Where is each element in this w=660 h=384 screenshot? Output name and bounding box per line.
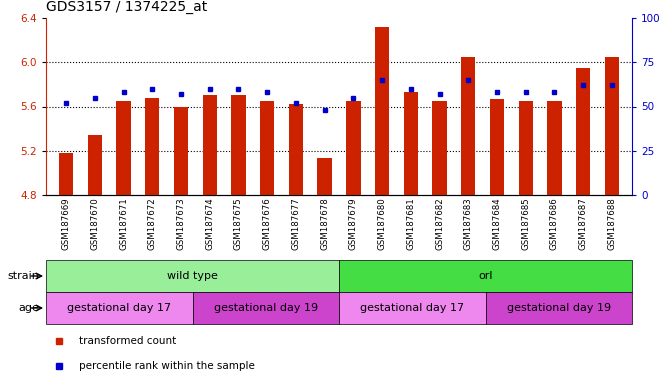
Text: GSM187672: GSM187672 (148, 197, 157, 250)
Bar (404, 92, 418, 195)
Bar (116, 101, 131, 195)
Text: transformed count: transformed count (79, 336, 176, 346)
Text: GSM187682: GSM187682 (435, 197, 444, 250)
Bar (519, 101, 533, 195)
Bar (59, 153, 73, 195)
Bar (174, 106, 188, 195)
Bar (346, 101, 360, 195)
Bar (231, 96, 246, 195)
Bar (317, 159, 332, 195)
Bar (605, 57, 619, 195)
Text: GSM187669: GSM187669 (61, 197, 71, 250)
Text: GSM187670: GSM187670 (90, 197, 100, 250)
Bar (547, 101, 562, 195)
Bar (46, 292, 193, 324)
Text: gestational day 17: gestational day 17 (67, 303, 172, 313)
Text: GSM187674: GSM187674 (205, 197, 214, 250)
Text: age: age (18, 303, 40, 313)
Text: GSM187678: GSM187678 (320, 197, 329, 250)
Bar (576, 68, 590, 195)
Bar (193, 292, 339, 324)
Bar (203, 96, 217, 195)
Text: percentile rank within the sample: percentile rank within the sample (79, 361, 255, 371)
Text: gestational day 19: gestational day 19 (214, 303, 318, 313)
Text: GSM187680: GSM187680 (378, 197, 387, 250)
Text: GSM187687: GSM187687 (579, 197, 587, 250)
Text: GSM187681: GSM187681 (407, 197, 415, 250)
Bar (339, 292, 486, 324)
Text: GSM187676: GSM187676 (263, 197, 272, 250)
Text: GSM187688: GSM187688 (607, 197, 616, 250)
Text: GSM187671: GSM187671 (119, 197, 128, 250)
Text: GSM187677: GSM187677 (292, 197, 300, 250)
Bar (490, 99, 504, 195)
Text: GSM187673: GSM187673 (176, 197, 185, 250)
Bar (486, 292, 632, 324)
Bar (145, 98, 160, 195)
Text: GSM187685: GSM187685 (521, 197, 530, 250)
Text: GSM187683: GSM187683 (464, 197, 473, 250)
Text: GDS3157 / 1374225_at: GDS3157 / 1374225_at (46, 0, 207, 14)
Bar (260, 101, 275, 195)
Bar (461, 57, 475, 195)
Text: gestational day 19: gestational day 19 (507, 303, 610, 313)
Text: gestational day 17: gestational day 17 (360, 303, 465, 313)
Text: strain: strain (7, 271, 40, 281)
Bar (375, 27, 389, 195)
Text: GSM187675: GSM187675 (234, 197, 243, 250)
Bar (46, 260, 339, 292)
Bar (339, 260, 632, 292)
Bar (288, 104, 303, 195)
Bar (432, 101, 447, 195)
Text: GSM187679: GSM187679 (349, 197, 358, 250)
Text: GSM187686: GSM187686 (550, 197, 559, 250)
Bar (88, 135, 102, 195)
Text: wild type: wild type (167, 271, 218, 281)
Text: GSM187684: GSM187684 (492, 197, 502, 250)
Text: orl: orl (478, 271, 493, 281)
